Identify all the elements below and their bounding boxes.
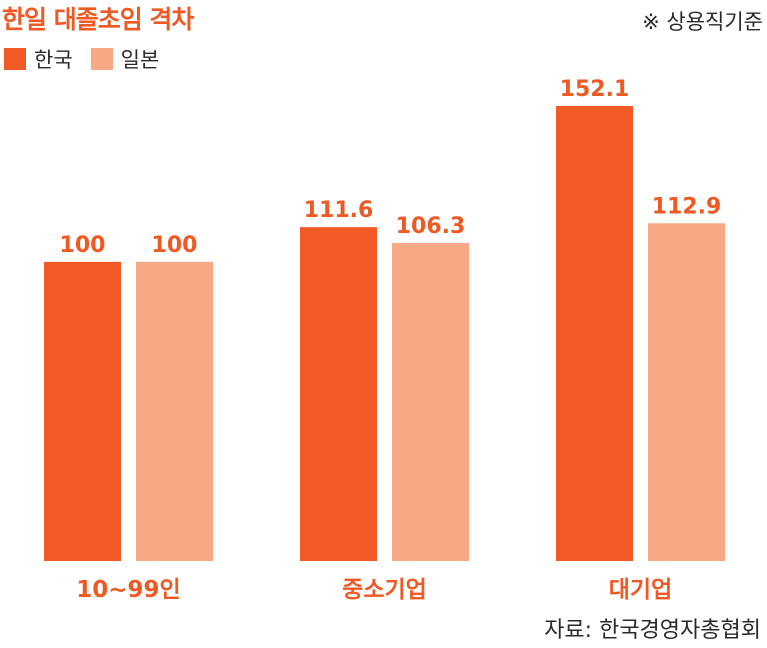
legend-label-korea: 한국: [34, 48, 73, 72]
data-label-japan-1: 106.3: [396, 214, 466, 239]
data-label-korea-2: 152.1: [560, 77, 630, 102]
data-label-japan-2: 112.9: [652, 194, 722, 219]
data-label-korea-1: 111.6: [304, 198, 374, 223]
legend-swatch-korea: [4, 48, 26, 70]
bar-japan-2: [648, 223, 725, 561]
category-label-0: 10~99인: [76, 577, 180, 603]
category-label-2: 대기업: [609, 577, 672, 603]
bar-japan-1: [392, 243, 469, 561]
legend: 한국 일본: [4, 44, 177, 74]
legend-item-japan: 일본: [90, 44, 160, 74]
bar-korea-1: [300, 227, 377, 561]
legend-item-korea: 한국: [4, 44, 73, 74]
chart-note: ※ 상용직기준: [642, 10, 763, 34]
data-label-japan-0: 100: [152, 233, 198, 258]
bar-korea-2: [556, 106, 633, 561]
bar-korea-0: [44, 261, 121, 561]
bar-japan-0: [136, 261, 213, 561]
chart-title: 한일 대졸초임 격차: [2, 5, 194, 34]
source-note: 자료: 한국경영자총협회: [544, 618, 761, 643]
data-label-korea-0: 100: [60, 233, 106, 258]
legend-label-japan: 일본: [120, 48, 160, 72]
category-label-1: 중소기업: [342, 577, 427, 603]
legend-swatch-japan: [90, 48, 113, 70]
